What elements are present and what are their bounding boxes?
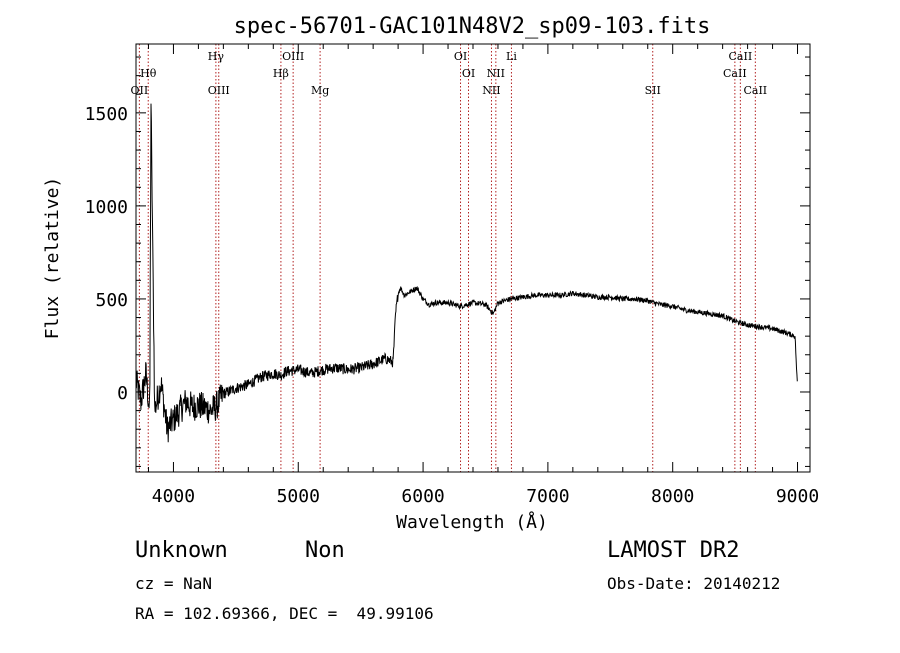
emission-line-label: Li xyxy=(506,50,517,63)
emission-line-label: CaII xyxy=(729,50,753,63)
coordinates-readout: RA = 102.69366, DEC = 49.99106 xyxy=(135,604,434,623)
emission-line-label: OIII xyxy=(282,50,304,63)
spectrum-line xyxy=(135,103,798,443)
y-axis-ticks: 0 500 1000 1500 xyxy=(85,56,810,467)
emission-line-label: Hγ xyxy=(208,50,225,63)
emission-line-label: CaII xyxy=(743,84,767,97)
emission-line-label: OIII xyxy=(208,84,230,97)
observation-date: Obs-Date: 20140212 xyxy=(607,574,781,593)
redshift-readout: cz = NaN xyxy=(135,574,213,593)
y-tick-label: 1000 xyxy=(85,197,128,218)
x-tick-label: 4000 xyxy=(152,486,195,507)
emission-line-label: NII xyxy=(482,84,500,97)
y-tick-label: 0 xyxy=(117,383,128,404)
x-tick-label: 8000 xyxy=(651,486,694,507)
y-tick-label: 500 xyxy=(95,290,128,311)
plot-frame xyxy=(135,43,811,473)
x-tick-label: 5000 xyxy=(277,486,320,507)
emission-line-label: OI xyxy=(462,67,475,80)
x-axis-ticks: 4000 5000 6000 7000 8000 9000 xyxy=(147,44,819,507)
emission-line-label: SII xyxy=(645,84,661,97)
emission-line-label: Hβ xyxy=(273,67,289,80)
emission-line-label: Mg xyxy=(311,84,329,97)
emission-line-label: OII xyxy=(131,84,149,97)
object-class: Unknown xyxy=(135,538,228,563)
emission-line-markers xyxy=(138,44,756,472)
emission-line-label: CaII xyxy=(723,67,747,80)
y-tick-label: 1500 xyxy=(85,104,128,125)
emission-line-label: Hθ xyxy=(140,67,157,80)
x-tick-label: 9000 xyxy=(776,486,819,507)
object-subclass: Non xyxy=(305,538,345,563)
x-tick-label: 7000 xyxy=(526,486,569,507)
emission-line-label: NII xyxy=(487,67,505,80)
emission-line-labels: OIIHθHγOIIIHβOIIIMgOIOINIINIILiSIICaIICa… xyxy=(131,50,768,97)
survey-name: LAMOST DR2 xyxy=(607,538,740,563)
x-axis-label: Wavelength (Å) xyxy=(396,511,548,533)
y-axis-label: Flux (relative) xyxy=(42,177,63,340)
x-tick-label: 6000 xyxy=(401,486,444,507)
chart-title: spec-56701-GAC101N48V2_sp09-103.fits xyxy=(234,14,711,39)
emission-line-label: OI xyxy=(454,50,467,63)
